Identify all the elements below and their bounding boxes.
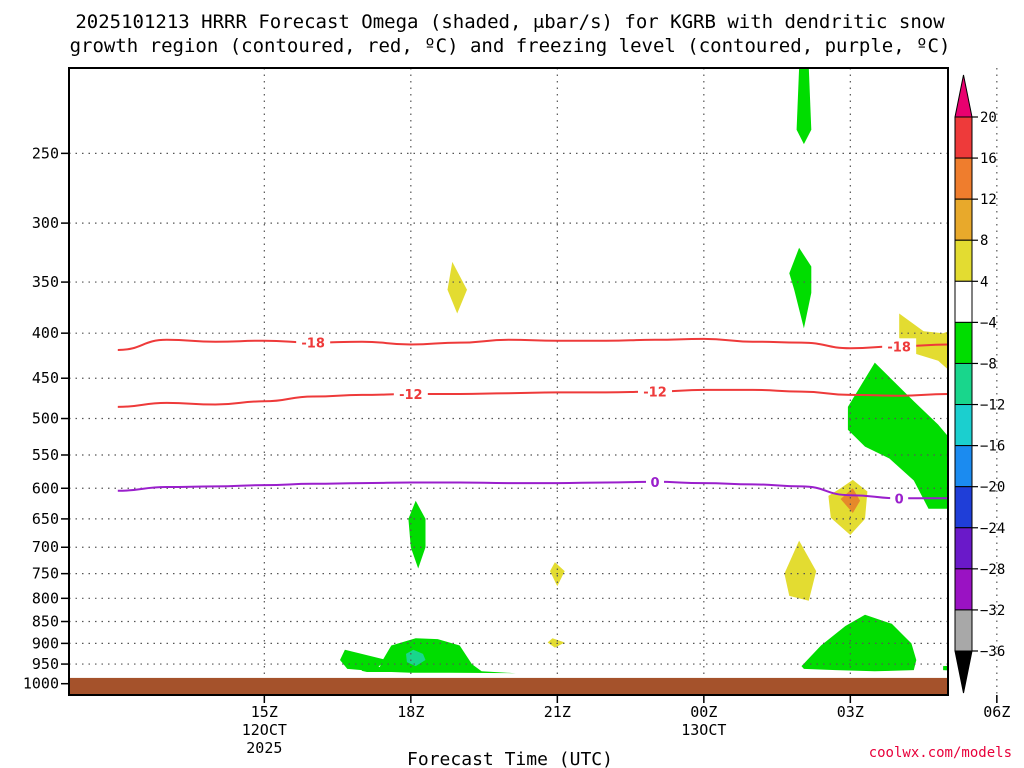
contour-label-1-0: -12	[399, 388, 423, 403]
omega-region-10	[943, 665, 948, 671]
omega-colorbar: 20 16 12 8 4 −4 −8 −12 −16 −20 −24 −28 −32 −36	[954, 74, 1005, 694]
colorbar-label-6: −8	[980, 356, 997, 372]
x-tick-label-18Z: 18Z	[397, 703, 424, 721]
gridlines	[69, 68, 998, 695]
contour-label-1-1: -12	[643, 386, 667, 401]
x-tick-label-15Z: 15Z	[251, 703, 278, 721]
coolwx-credit: coolwx.com/models	[869, 745, 1012, 761]
contour-label-0-1: -18	[887, 340, 911, 355]
omega-region-0	[796, 68, 812, 145]
colorbar-swatch-8	[954, 404, 973, 447]
colorbar-bottom-arrow	[954, 650, 973, 694]
colorbar-label-9: −20	[980, 480, 1005, 496]
colorbar-swatch-6	[954, 321, 973, 364]
colorbar-label-2: 12	[980, 192, 997, 208]
y-tick-label-600: 600	[32, 479, 59, 497]
x-tick-label-06Z: 06Z	[983, 703, 1010, 721]
colorbar-swatch-11	[954, 527, 973, 570]
x-tick-year-15Z: 2025	[246, 739, 282, 757]
colorbar-swatch-12	[954, 568, 973, 611]
y-tick-label-450: 450	[32, 369, 59, 387]
colorbar-label-11: −28	[980, 562, 1005, 578]
colorbar-swatch-10	[954, 486, 973, 529]
plot-frame	[68, 67, 949, 696]
ground-layer	[69, 677, 948, 695]
colorbar-label-3: 8	[980, 233, 988, 249]
colorbar-swatch-7	[954, 362, 973, 406]
colorbar-swatch-5	[954, 280, 973, 323]
y-tick-label-300: 300	[32, 214, 59, 232]
pressure-axis: 250 300 350 400 450 500 550 600 650 700 750 800 850 9…	[23, 144, 69, 693]
y-tick-label-500: 500	[32, 410, 59, 428]
colorbar-swatch-9	[954, 445, 973, 488]
colorbar-label-1: 16	[980, 151, 997, 167]
y-tick-label-700: 700	[32, 538, 59, 556]
colorbar-swatch-4	[954, 239, 973, 282]
colorbar-swatch-1	[954, 116, 973, 159]
colorbar-label-7: −12	[980, 398, 1005, 414]
contour-label-2-1: 0	[895, 492, 904, 507]
y-tick-label-800: 800	[32, 589, 59, 607]
y-tick-label-400: 400	[32, 324, 59, 342]
y-tick-label-650: 650	[32, 510, 59, 528]
y-tick-label-1000: 1000	[23, 675, 59, 693]
x-tick-date-00Z: 13OCT	[681, 721, 726, 739]
colorbar-label-5: −4	[980, 315, 997, 331]
colorbar-label-12: −32	[980, 603, 1005, 619]
contour-label-bg-0-0	[296, 334, 331, 351]
contour-label-bg-1-0	[393, 386, 428, 403]
contour-label-bg-2-0	[646, 473, 664, 490]
omega-region-5	[408, 500, 426, 569]
contour-label-2-0: 0	[650, 476, 659, 491]
x-axis-label: Forecast Time (UTC)	[407, 749, 613, 768]
y-tick-label-750: 750	[32, 565, 59, 583]
colorbar-label-10: −24	[980, 521, 1005, 537]
omega-region-15	[784, 540, 817, 601]
omega-region-12	[447, 261, 467, 314]
colorbar-label-4: 4	[980, 274, 988, 290]
colorbar-label-0: 20	[980, 110, 997, 126]
contour-label-0-0: -18	[301, 337, 325, 352]
x-tick-date-15Z: 12OCT	[242, 721, 287, 739]
omega-shading-layer	[340, 68, 948, 674]
contour-line-m12	[117, 388, 948, 408]
omega-region-14	[547, 638, 565, 648]
chart-title-line-1: 2025101213 HRRR Forecast Omega (shaded, …	[75, 11, 945, 33]
y-tick-label-900: 900	[32, 634, 59, 652]
chart-title-line-2: growth region (contoured, red, ºC) and f…	[70, 35, 951, 57]
contour-label-bg-0-1	[882, 338, 917, 355]
omega-region-1	[789, 247, 812, 329]
x-tick-label-21Z: 21Z	[544, 703, 571, 721]
contour-layer: -18 -18 -12 -12 0 0	[117, 334, 948, 507]
y-tick-label-350: 350	[32, 273, 59, 291]
colorbar-swatch-2	[954, 157, 973, 200]
x-tick-label-03Z: 03Z	[837, 703, 864, 721]
ground-fill	[69, 677, 948, 695]
colorbar-label-8: −16	[980, 439, 1005, 455]
colorbar-swatch-3	[954, 198, 973, 241]
y-tick-label-950: 950	[32, 655, 59, 673]
contour-label-bg-2-1	[890, 490, 909, 507]
y-tick-label-850: 850	[32, 613, 59, 631]
colorbar-label-13: −36	[980, 644, 1005, 660]
x-tick-label-00Z: 00Z	[690, 703, 717, 721]
omega-region-7	[801, 614, 917, 672]
contour-label-bg-1-1	[638, 383, 672, 400]
y-tick-label-250: 250	[32, 144, 59, 162]
y-tick-label-550: 550	[32, 446, 59, 464]
omega-region-17	[899, 313, 948, 370]
omega-region-2	[847, 362, 948, 509]
colorbar-swatch-13	[954, 609, 973, 652]
